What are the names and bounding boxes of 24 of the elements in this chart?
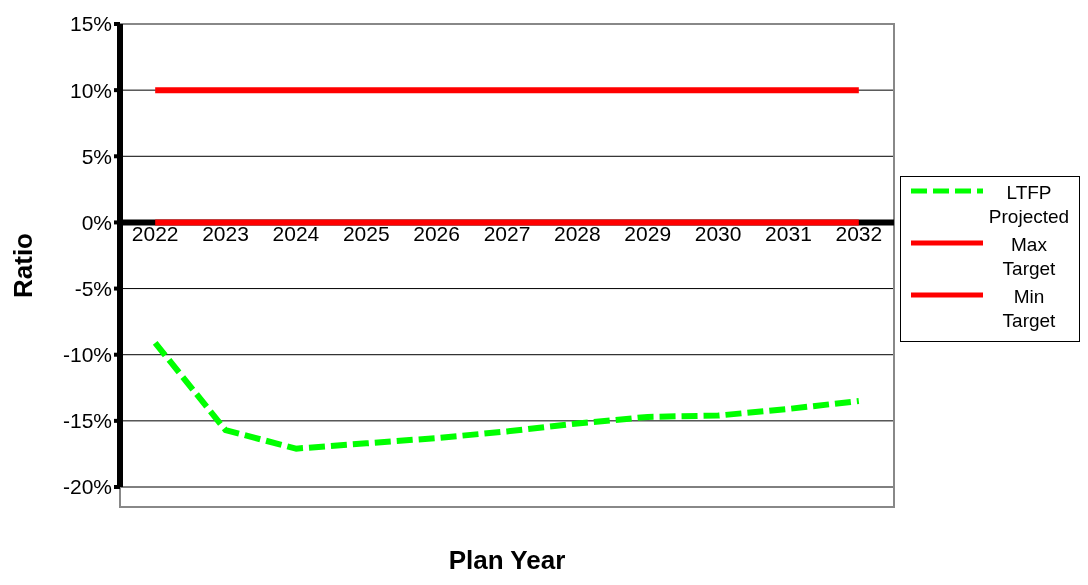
x-tick-label: 2032 (835, 222, 883, 245)
x-tick-label: 2030 (694, 222, 742, 245)
y-tick-label: -10% (62, 343, 112, 367)
legend-label: Max Target (1001, 232, 1057, 281)
x-tick-label: 2023 (202, 222, 249, 245)
x-tick-label: 2025 (342, 222, 390, 245)
y-tick-label: -5% (74, 277, 112, 301)
x-tick-label: 2022 (131, 222, 179, 245)
x-tick-label: 2028 (554, 222, 601, 245)
x-tick-label: 2027 (483, 222, 531, 245)
y-tick-label: -15% (62, 409, 112, 433)
legend-label: LTFP Projected (987, 180, 1071, 229)
x-tick-label: 2024 (272, 222, 320, 245)
y-axis-title: Ratio (7, 233, 39, 298)
x-tick-label: 2031 (765, 222, 812, 245)
x-tick-label: 2029 (624, 222, 672, 245)
y-tick-label: 5% (81, 144, 112, 168)
x-tick-label: 2026 (413, 222, 460, 245)
x-axis-title: Plan Year (447, 545, 567, 576)
y-tick-label: 10% (69, 78, 112, 102)
y-tick-label: -20% (62, 475, 112, 499)
legend-label: Min Target (1001, 284, 1057, 333)
y-tick-label: 0% (81, 210, 112, 234)
y-tick-label: 15% (69, 12, 112, 36)
